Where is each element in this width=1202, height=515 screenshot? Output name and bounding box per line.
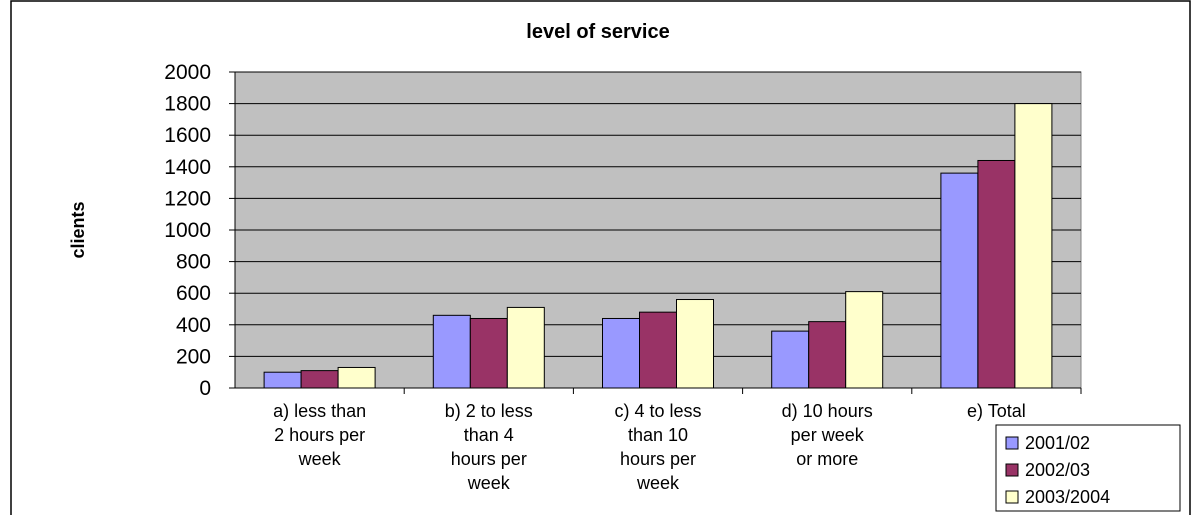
x-tick-label: a) less than [273,401,366,421]
chart-title: level of service [526,21,669,43]
x-tick-label: hours per [620,449,696,469]
bar [469,317,508,389]
x-tick-label: or more [796,449,858,469]
bar [432,314,471,389]
bar [337,366,376,389]
y-tick-label: 200 [176,345,211,368]
y-tick-label: 0 [199,377,211,400]
x-tick-label: week [636,473,680,493]
legend-swatch [1005,490,1019,504]
legend [995,424,1181,512]
legend-label: 2003/2004 [1025,487,1110,507]
legend-label: 2001/02 [1025,433,1090,453]
bar [263,371,302,389]
x-tick-label: per week [791,425,865,445]
legend-swatch [1005,436,1019,450]
bar [771,330,810,389]
x-tick-label: than 10 [628,425,688,445]
x-tick-label: hours per [451,449,527,469]
y-tick-label: 1200 [164,187,211,210]
bar [977,159,1016,389]
x-tick-label: than 4 [464,425,514,445]
y-tick-label: 600 [176,282,211,305]
bar [300,370,339,389]
bar [808,321,847,389]
x-tick-label: week [467,473,511,493]
bar [676,299,714,389]
bar [602,317,640,389]
x-tick-label: e) Total [967,401,1026,421]
legend-label: 2002/03 [1025,460,1090,480]
y-tick-label: 1600 [164,124,211,147]
y-tick-label: 1400 [164,156,211,179]
bar [845,291,884,389]
x-tick-label: 2 hours per [274,425,365,445]
x-tick-label: c) 4 to less [614,401,701,421]
x-tick-label: d) 10 hours [782,401,873,421]
legend-swatch [1005,463,1019,477]
y-tick-label: 400 [176,314,211,337]
x-tick-label: week [298,449,342,469]
y-tick-label: 800 [176,251,211,274]
y-tick-label: 1800 [164,93,211,116]
x-tick-label: b) 2 to less [445,401,533,421]
y-axis-label: clients [68,201,88,258]
bar [639,311,677,389]
y-tick-label: 1000 [164,219,211,242]
bar [506,306,545,389]
bar [940,172,979,389]
y-tick-label: 2000 [164,61,211,84]
bar [1014,103,1053,389]
